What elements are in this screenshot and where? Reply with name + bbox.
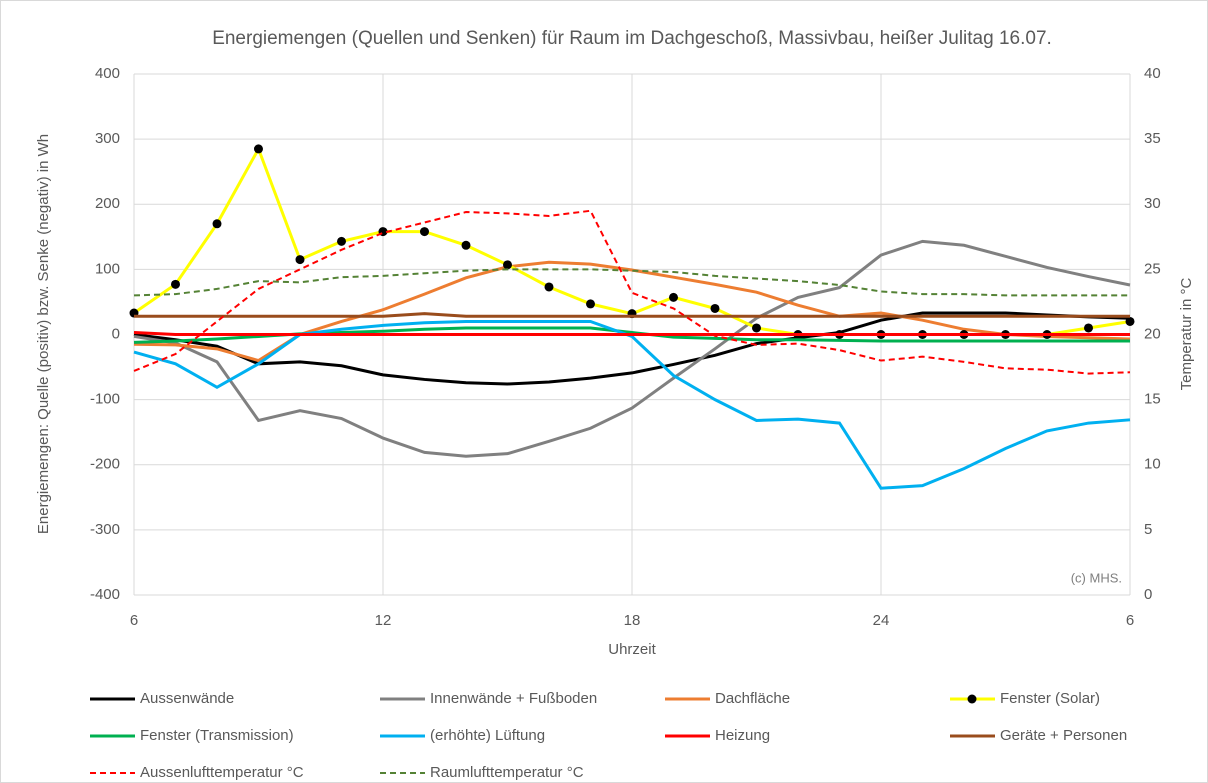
y2-tick-label: 25: [1144, 260, 1161, 277]
data-point: [710, 303, 720, 313]
series-line: [133, 331, 1130, 336]
y-tick-label: 400: [95, 65, 120, 82]
y-tick-label: -200: [90, 456, 120, 473]
series-line: [133, 209, 1131, 375]
y2-tick-label: 40: [1144, 65, 1161, 82]
y-tick-label: -100: [90, 391, 120, 408]
x-tick-label: 24: [873, 612, 890, 629]
y2-tick-label: 35: [1144, 130, 1161, 147]
legend-marker: [967, 694, 977, 704]
y2-tick-label: 10: [1144, 456, 1161, 473]
y2-axis-label: Temperatur in °C: [1178, 277, 1195, 390]
y-tick-label: -300: [90, 521, 120, 538]
y-tick-label: 200: [95, 195, 120, 212]
y-tick-label: 300: [95, 130, 120, 147]
legend-label: Geräte + Personen: [1000, 727, 1127, 744]
y2-tick-label: 20: [1144, 325, 1161, 342]
y2-tick-label: 5: [1144, 521, 1152, 538]
legend-label: Aussenlufttemperatur °C: [140, 764, 304, 781]
data-point: [295, 255, 305, 265]
legend-label: Heizung: [715, 727, 770, 744]
data-point: [669, 292, 678, 302]
data-point: [1084, 323, 1093, 333]
series-line: [134, 312, 1130, 318]
y-tick-label: 0: [112, 325, 120, 342]
x-tick-label: 18: [624, 612, 641, 629]
legend-label: Raumlufttemperatur °C: [430, 764, 584, 781]
data-point: [586, 299, 595, 309]
data-point: [461, 240, 471, 250]
data-point: [254, 144, 263, 154]
data-point: [752, 323, 761, 333]
legend-label: Innenwände + Fußboden: [430, 690, 597, 707]
data-point: [544, 282, 554, 292]
data-point: [1125, 316, 1135, 326]
data-point: [171, 279, 180, 289]
x-tick-label: 6: [130, 612, 138, 629]
annotation: (c) MHS.: [1071, 570, 1122, 585]
chart-title: Energiemengen (Quellen und Senken) für R…: [212, 28, 1052, 49]
series-line: [133, 239, 1131, 458]
legend-label: Dachfläche: [715, 690, 790, 707]
legend-label: Fenster (Transmission): [140, 727, 294, 744]
y2-tick-label: 30: [1144, 195, 1161, 212]
data-point: [337, 236, 346, 246]
data-point: [212, 219, 222, 229]
data-point: [503, 260, 512, 270]
x-tick-label: 6: [1126, 612, 1134, 629]
y2-tick-label: 0: [1144, 586, 1152, 603]
series-line: [133, 268, 1130, 297]
legend-label: (erhöhte) Lüftung: [430, 727, 545, 744]
series-line: [133, 311, 1131, 386]
x-axis-label: Uhrzeit: [608, 641, 656, 658]
y-axis-label: Energiemengen: Quelle (positiv) bzw. Sen…: [35, 134, 52, 534]
legend-label: Fenster (Solar): [1000, 690, 1100, 707]
y-tick-label: -400: [90, 586, 120, 603]
y-tick-label: 100: [95, 260, 120, 277]
y2-tick-label: 15: [1144, 391, 1161, 408]
x-tick-label: 12: [375, 612, 392, 629]
data-point: [420, 227, 429, 237]
legend-label: Aussenwände: [140, 690, 234, 707]
